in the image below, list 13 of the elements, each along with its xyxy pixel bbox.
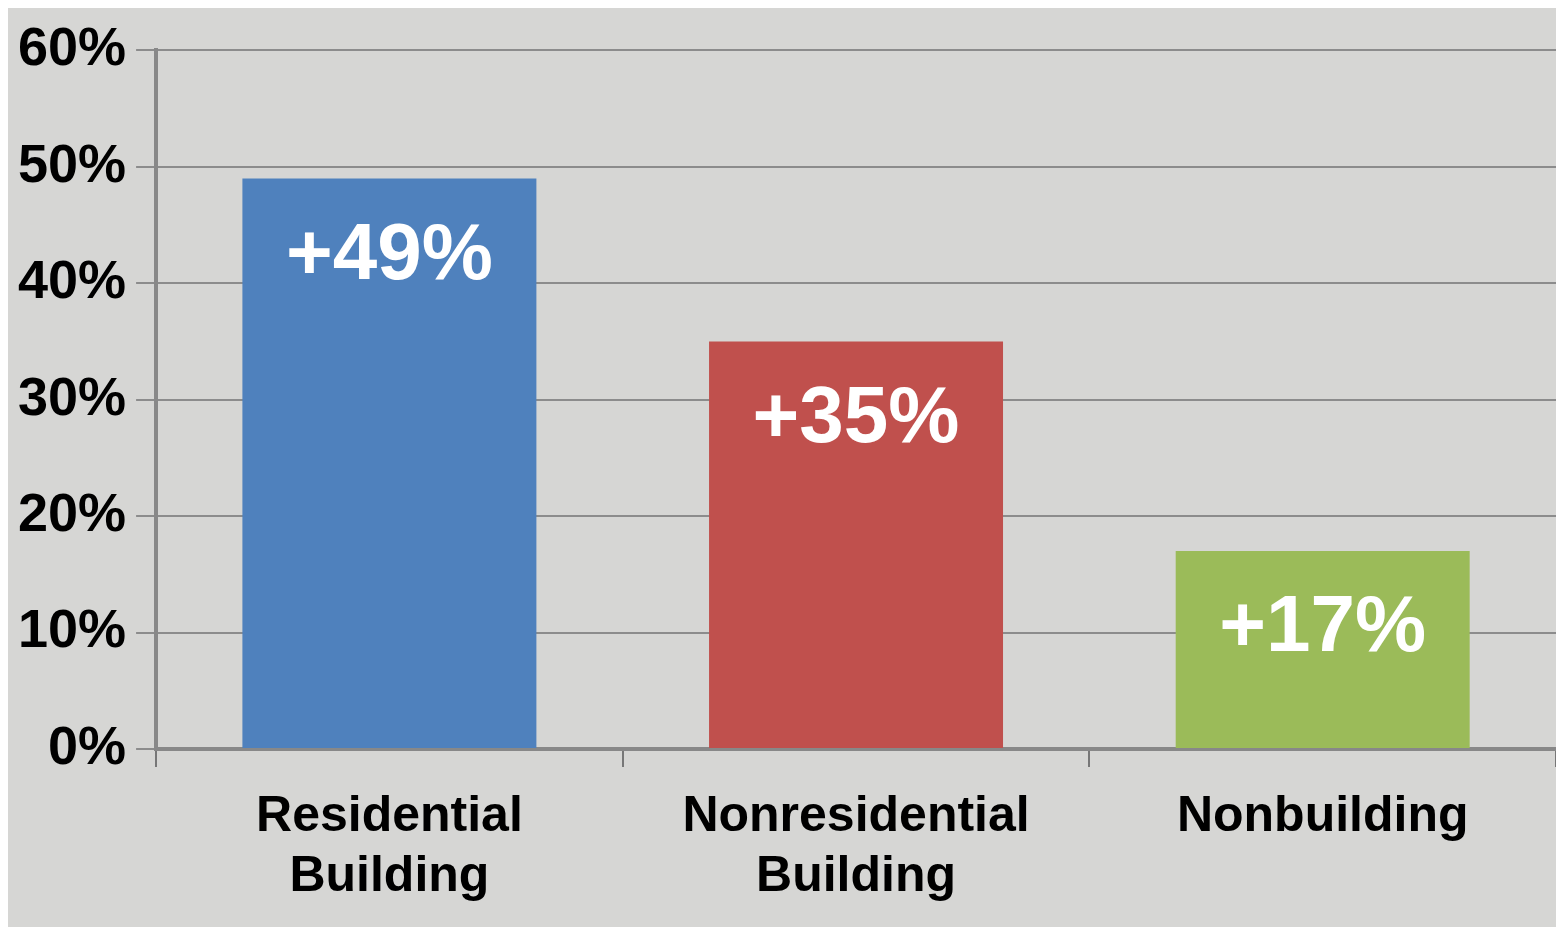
y-tick-label: 10% — [17, 598, 127, 659]
data-label: +49% — [285, 206, 493, 296]
y-tick-label: 30% — [17, 365, 127, 426]
y-tick-label: 40% — [17, 249, 127, 310]
x-tick-label: Nonbuilding — [1176, 785, 1469, 842]
y-tick-label: 0% — [48, 714, 127, 775]
y-tick-label: 20% — [17, 482, 127, 543]
data-label: +17% — [1219, 579, 1427, 669]
y-tick-label: 60% — [17, 16, 127, 77]
data-label: +35% — [752, 369, 960, 459]
x-tick-label: Nonresidential Building — [682, 785, 1030, 902]
y-tick-label: 50% — [17, 132, 127, 193]
x-tick-label: Residential Building — [256, 785, 523, 902]
